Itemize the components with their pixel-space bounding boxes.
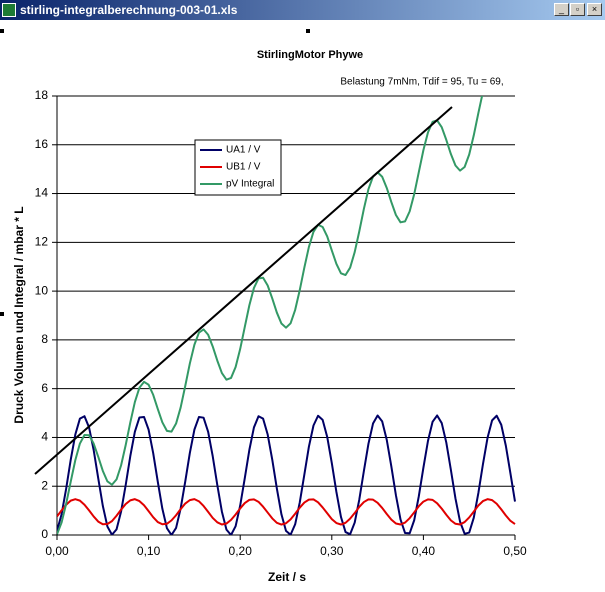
selection-handle — [0, 312, 4, 316]
x-tick-label: 0,50 — [503, 544, 527, 558]
chart-title: StirlingMotor Phywe — [257, 49, 363, 61]
restore-button[interactable]: ▫ — [570, 3, 585, 16]
y-tick-label: 14 — [35, 186, 49, 200]
y-tick-label: 0 — [41, 527, 48, 541]
x-tick-label: 0,10 — [137, 544, 161, 558]
trend-line — [34, 106, 453, 475]
legend-label: UA1 / V — [226, 145, 261, 156]
y-tick-label: 18 — [35, 88, 49, 102]
chart: StirlingMotor Phywe Belastung 7mNm, Tdif… — [0, 29, 527, 584]
legend-label: pV Integral — [226, 179, 274, 190]
title-bar: stirling-integralberechnung-003-01.xls _… — [0, 0, 605, 20]
y-tick-label: 2 — [41, 478, 48, 492]
minimize-button[interactable]: _ — [554, 3, 569, 16]
series-line — [57, 498, 516, 526]
x-tick-label: 0,20 — [229, 544, 253, 558]
plot-series — [57, 96, 516, 535]
x-tick-label: 0,30 — [320, 544, 344, 558]
series-line — [57, 96, 484, 535]
selection-handle — [0, 29, 4, 33]
x-axis-label: Zeit / s — [268, 570, 306, 584]
y-tick-label: 6 — [41, 381, 48, 395]
series-line — [57, 414, 516, 535]
close-button[interactable]: × — [587, 3, 602, 16]
y-tick-label: 4 — [41, 430, 48, 444]
legend-label: UB1 / V — [226, 162, 261, 173]
window-title: stirling-integralberechnung-003-01.xls — [20, 3, 238, 17]
y-tick-label: 10 — [35, 283, 49, 297]
y-tick-label: 16 — [35, 137, 49, 151]
app-icon — [2, 3, 16, 17]
y-tick-label: 8 — [41, 332, 48, 346]
selection-handle — [306, 29, 310, 33]
y-axis-label: Druck Volumen und Integral / mbar * L — [12, 206, 26, 423]
x-tick-label: 0,40 — [412, 544, 436, 558]
y-tick-label: 12 — [35, 235, 49, 249]
x-tick-label: 0,00 — [45, 544, 69, 558]
chart-subtitle: Belastung 7mNm, Tdif = 95, Tu = 69, — [340, 77, 503, 88]
